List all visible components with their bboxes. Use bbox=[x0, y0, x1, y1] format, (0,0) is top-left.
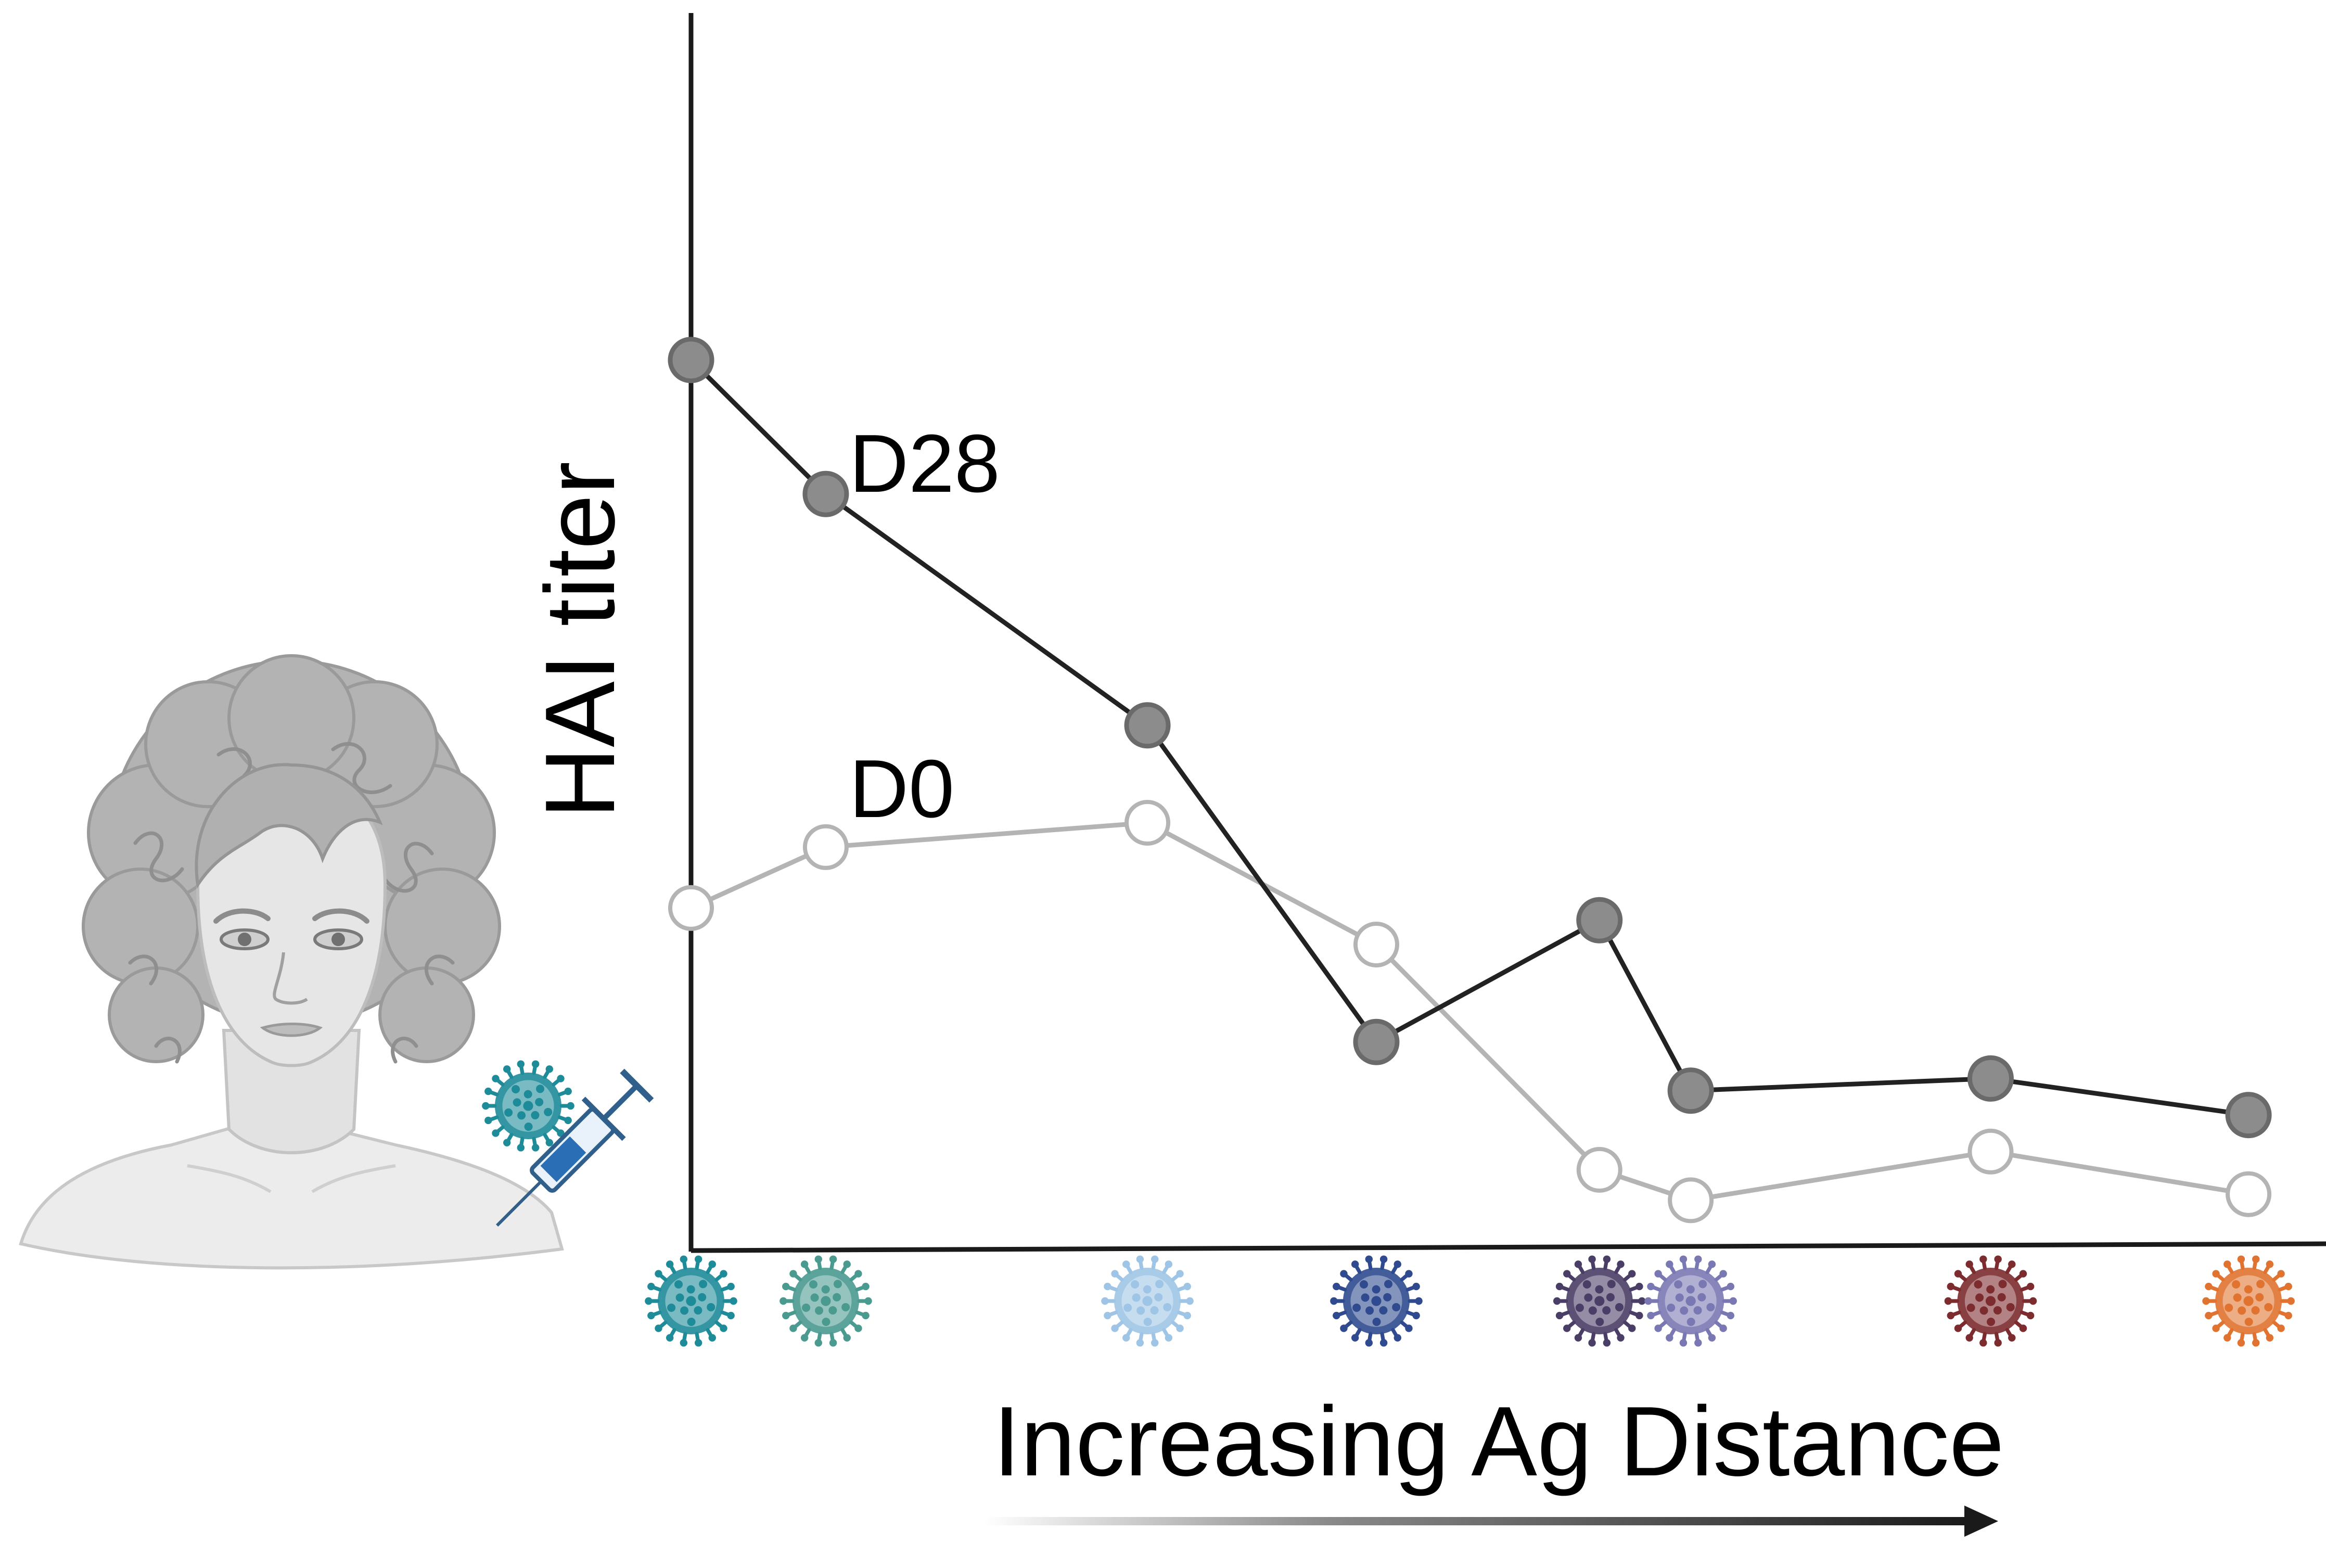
data-point-d28-6 bbox=[1667, 1067, 1714, 1114]
increasing-arrow bbox=[983, 1506, 1998, 1537]
x-tick-icons bbox=[645, 1255, 2295, 1347]
person-portrait-icon bbox=[19, 654, 564, 1270]
virus-strain-1-icon bbox=[645, 1255, 737, 1347]
data-point-d0-4 bbox=[1353, 922, 1399, 967]
data-point-d28-2 bbox=[802, 470, 849, 517]
vaccine-virus-body bbox=[482, 1060, 574, 1152]
series-label-d28: D28 bbox=[849, 418, 1000, 509]
series-line-d0 bbox=[690, 820, 2249, 1203]
virus-strain-4-icon bbox=[1330, 1255, 1423, 1347]
virus-strain-8-icon bbox=[2202, 1255, 2295, 1347]
data-point-d0-7 bbox=[1967, 1128, 2014, 1175]
virus-strain-2-icon bbox=[779, 1255, 872, 1347]
data-point-d0-8 bbox=[2226, 1171, 2272, 1217]
data-point-d0-1 bbox=[668, 885, 714, 931]
virus-strain-6-icon bbox=[1644, 1255, 1737, 1347]
y-axis-label: HAI titer bbox=[525, 462, 635, 819]
series-layer bbox=[668, 337, 2272, 1223]
data-point-d28-5 bbox=[1576, 897, 1623, 944]
syringe-icon bbox=[496, 1068, 654, 1227]
data-point-d28-1 bbox=[668, 337, 714, 384]
data-point-d0-3 bbox=[1124, 800, 1171, 846]
data-point-d0-6 bbox=[1668, 1177, 1714, 1223]
data-point-d28-8 bbox=[2225, 1092, 2272, 1139]
x-axis-label: Increasing Ag Distance bbox=[993, 1386, 2004, 1497]
data-point-d0-5 bbox=[1576, 1146, 1622, 1193]
data-point-d28-3 bbox=[1124, 702, 1171, 749]
virus-strain-3-icon bbox=[1101, 1255, 1194, 1347]
data-point-d28-4 bbox=[1353, 1018, 1400, 1065]
vaccine-virus-icon bbox=[482, 1060, 574, 1152]
virus-strain-5-icon bbox=[1553, 1255, 1646, 1347]
virus-strain-7-icon bbox=[1944, 1255, 2037, 1347]
x-axis-line bbox=[691, 1241, 2326, 1253]
series-label-d0: D0 bbox=[849, 743, 954, 835]
data-point-d28-7 bbox=[1967, 1055, 2014, 1102]
chart-axes bbox=[688, 13, 2326, 1253]
series-line-d28 bbox=[689, 358, 2249, 1118]
data-point-d0-2 bbox=[802, 824, 849, 870]
